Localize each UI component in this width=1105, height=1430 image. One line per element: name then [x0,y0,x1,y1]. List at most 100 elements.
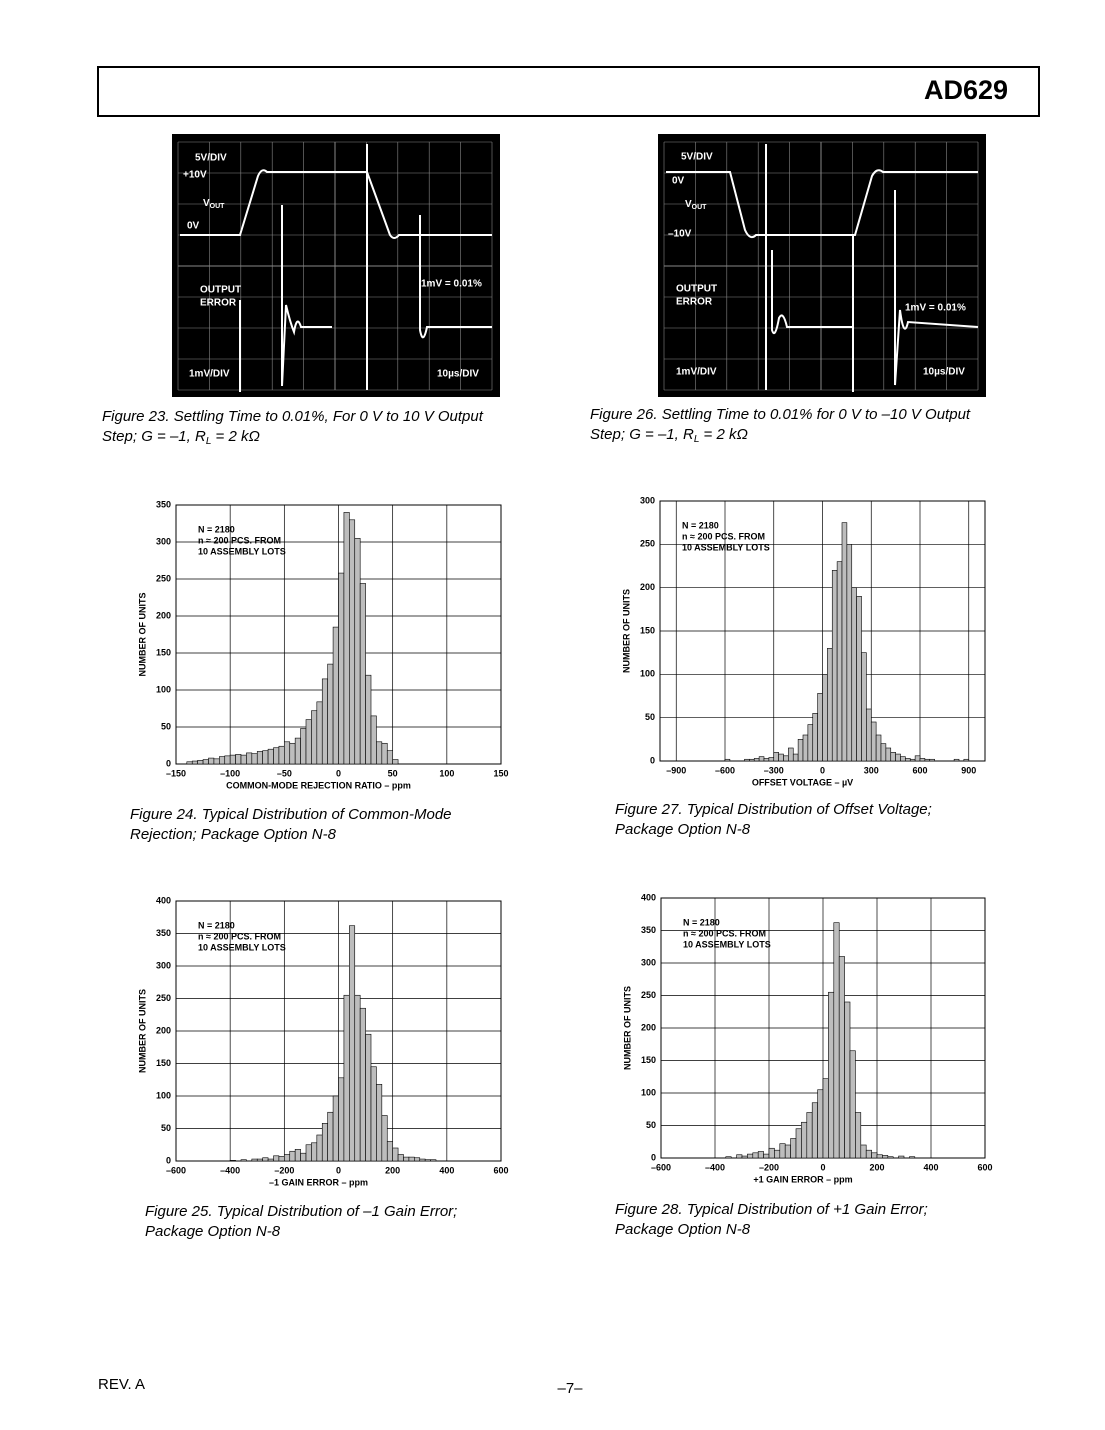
x-tick-label: –400 [705,1162,725,1172]
bar [381,742,388,765]
annotation: N = 2180 [683,917,720,927]
bar [900,756,906,762]
caption-text: Package Option N-8 [615,1221,751,1238]
x-tick-label: 400 [923,1162,938,1172]
bar [828,991,835,1159]
y-tick-label: 0 [650,755,655,765]
x-tick-label: 0 [820,765,825,775]
bar [929,758,935,762]
bar [251,1158,258,1162]
bar [300,1152,307,1162]
bar [311,710,318,765]
bar [240,1159,247,1162]
scope-label: –10V [668,229,692,240]
scope-label: 5V/DIV [195,153,227,164]
bar [430,1159,437,1162]
bar [822,674,828,762]
bar [338,1077,345,1162]
x-tick-label: 400 [439,1165,454,1175]
bar [763,1153,770,1159]
scope-label: ERROR [676,297,713,308]
bar [736,1154,743,1159]
scope-label: 1mV/DIV [676,367,717,378]
y-tick-label: 150 [156,647,171,657]
y-tick-label: 0 [166,758,171,768]
y-tick-label: 250 [156,573,171,583]
bar [807,724,814,762]
scope-label: OUTPUT [200,285,241,296]
bar [359,583,366,765]
x-tick-label: –200 [274,1165,294,1175]
y-tick-label: 300 [156,536,171,546]
annotation: 10 ASSEMBLY LOTS [683,939,771,949]
bar [289,1150,296,1162]
bar [278,745,285,765]
caption-line: Figure 25. Typical Distribution of –1 Ga… [145,1203,457,1220]
bar [875,734,882,762]
bar [267,748,274,765]
bar [235,754,242,765]
y-tick-label: 350 [641,925,656,935]
bar [795,1128,802,1159]
bar [392,759,399,765]
y-tick-label: 200 [641,1022,656,1032]
bar [229,754,236,765]
bar [909,1156,916,1159]
x-tick-label: 150 [493,768,508,778]
bar [224,755,231,765]
y-tick-label: 300 [640,495,655,505]
bar [870,721,877,762]
x-tick-label: –200 [759,1162,779,1172]
annotation: n ≈ 200 PCS. FROM [198,535,281,545]
bar [332,1095,339,1162]
y-tick-label: 100 [156,1090,171,1100]
bar [392,1147,399,1162]
bar [229,1160,236,1162]
bar [887,1156,894,1159]
bar [924,758,931,762]
bar [768,757,775,762]
bar [822,1078,829,1159]
bar [752,1152,759,1159]
bar [208,757,215,765]
bar [846,544,853,762]
bar [365,674,372,765]
x-tick-label: –600 [715,765,735,775]
bar [278,1156,285,1162]
bar [403,1156,410,1162]
bar [811,1102,818,1159]
annotation: n ≈ 200 PCS. FROM [683,928,766,938]
bar [419,1158,426,1162]
bar [370,1066,377,1162]
bar [831,570,838,762]
bar [882,1155,889,1159]
bar [289,742,296,765]
header-title: AD629 [924,75,1008,105]
annotation: 10 ASSEMBLY LOTS [682,542,770,552]
footer-page: –7– [557,1380,583,1397]
x-axis-label: +1 GAIN ERROR – ppm [753,1174,852,1184]
bar [890,752,896,762]
annotation: N = 2180 [682,520,719,530]
y-tick-label: 150 [156,1058,171,1068]
bar [833,922,840,1159]
bar [386,750,393,765]
bar [860,1144,867,1159]
bar [316,701,323,765]
bar [905,758,911,762]
bar [757,1151,764,1159]
bar [349,519,356,765]
bar [801,1121,808,1159]
y-axis-label: NUMBER OF UNITS [622,986,632,1070]
bar [836,561,843,762]
bar [327,663,334,765]
x-tick-label: 300 [864,765,879,775]
scope-label: 5V/DIV [681,152,713,163]
bar [763,758,770,762]
bar [838,956,845,1159]
bar [855,1112,862,1159]
bar [246,752,253,765]
bar [817,693,823,762]
y-tick-label: 350 [156,928,171,938]
bar [827,648,833,762]
